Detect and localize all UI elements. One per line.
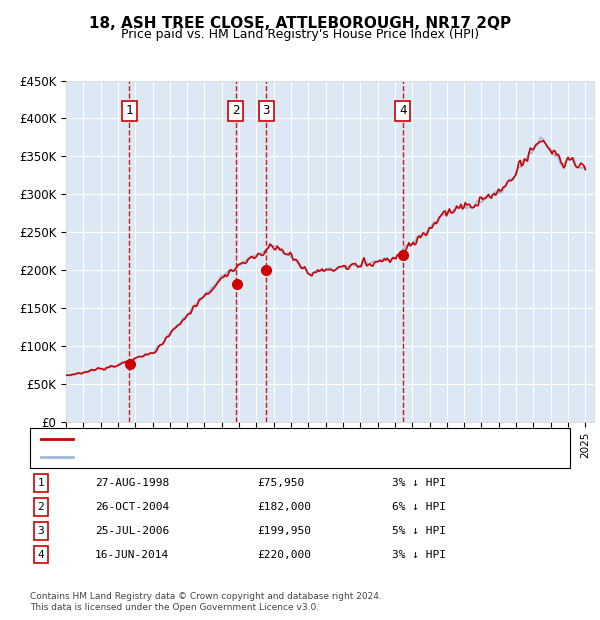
Text: 3% ↓ HPI: 3% ↓ HPI <box>392 549 446 560</box>
Text: 1: 1 <box>125 104 133 117</box>
Text: £182,000: £182,000 <box>257 502 311 512</box>
Text: 3: 3 <box>262 104 270 117</box>
Text: HPI: Average price, detached house, Breckland: HPI: Average price, detached house, Brec… <box>84 452 365 462</box>
Text: Price paid vs. HM Land Registry's House Price Index (HPI): Price paid vs. HM Land Registry's House … <box>121 28 479 41</box>
Text: 4: 4 <box>399 104 406 117</box>
Text: £220,000: £220,000 <box>257 549 311 560</box>
Text: 3% ↓ HPI: 3% ↓ HPI <box>392 478 446 488</box>
Text: 25-JUL-2006: 25-JUL-2006 <box>95 526 169 536</box>
Text: 18, ASH TREE CLOSE, ATTLEBOROUGH, NR17 2QP (detached house): 18, ASH TREE CLOSE, ATTLEBOROUGH, NR17 2… <box>84 434 453 444</box>
Text: 6% ↓ HPI: 6% ↓ HPI <box>392 502 446 512</box>
Text: 27-AUG-1998: 27-AUG-1998 <box>95 478 169 488</box>
Text: 2: 2 <box>37 502 44 512</box>
Text: 2: 2 <box>232 104 240 117</box>
Text: 16-JUN-2014: 16-JUN-2014 <box>95 549 169 560</box>
Text: 26-OCT-2004: 26-OCT-2004 <box>95 502 169 512</box>
Text: £75,950: £75,950 <box>257 478 304 488</box>
Text: 1: 1 <box>37 478 44 488</box>
Text: 3: 3 <box>37 526 44 536</box>
FancyBboxPatch shape <box>30 428 570 468</box>
Text: 18, ASH TREE CLOSE, ATTLEBOROUGH, NR17 2QP: 18, ASH TREE CLOSE, ATTLEBOROUGH, NR17 2… <box>89 16 511 30</box>
Text: 5% ↓ HPI: 5% ↓ HPI <box>392 526 446 536</box>
Text: 4: 4 <box>37 549 44 560</box>
Text: £199,950: £199,950 <box>257 526 311 536</box>
Text: Contains HM Land Registry data © Crown copyright and database right 2024.
This d: Contains HM Land Registry data © Crown c… <box>30 592 382 611</box>
